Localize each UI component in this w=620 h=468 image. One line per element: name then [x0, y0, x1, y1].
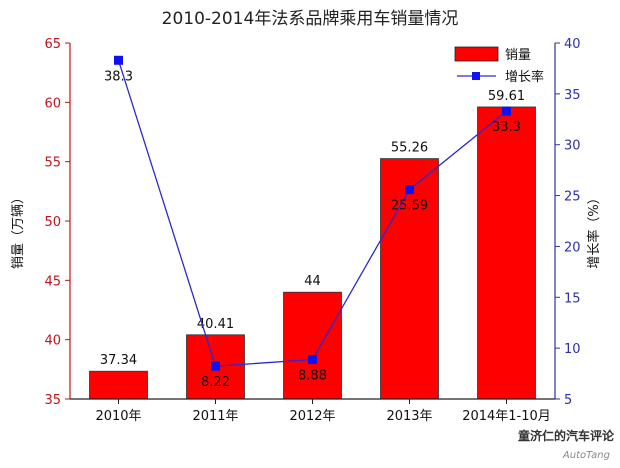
legend-bar-swatch: [454, 46, 499, 62]
bar-value-label: 59.61: [488, 89, 525, 104]
left-tick-label: 55: [44, 156, 61, 171]
bar-value-label: 40.41: [197, 317, 234, 332]
growth-value-label: 38.3: [104, 69, 133, 84]
bar: [89, 370, 148, 400]
axes-group: 35 40 45 50 55 60 65 5 10 15 20 25 30 35 40 2010年 2011年 2…: [44, 37, 580, 424]
legend-line-marker: [472, 72, 480, 80]
left-tick-label: 35: [44, 393, 61, 408]
left-tick-label: 45: [44, 274, 61, 289]
growth-value-label: 25.59: [391, 199, 428, 214]
growth-line-group: 38.3 8.22 8.88 25.59 33.3: [104, 55, 521, 390]
bar: [477, 106, 536, 400]
legend-growth-label: 增长率: [505, 69, 544, 85]
right-tick-label: 5: [564, 393, 572, 408]
right-tick-label: 25: [564, 190, 581, 205]
legend-sales-label: 销量: [505, 48, 531, 63]
watermark-title: 童济仁的汽车评论: [518, 428, 615, 443]
bar-value-label: 55.26: [391, 141, 428, 156]
x-tick-label: 2010年: [95, 409, 141, 424]
bar-value-label: 37.34: [100, 353, 137, 368]
left-tick-label: 40: [44, 334, 61, 349]
x-tick-label: 2011年: [192, 409, 238, 424]
growth-value-label: 8.22: [201, 375, 230, 390]
x-tick-label: 2013年: [386, 409, 432, 424]
growth-value-label: 8.88: [298, 369, 327, 384]
growth-value-label: 33.3: [492, 120, 521, 135]
right-axis-title: 增长率（%）: [586, 191, 602, 268]
bar-value-label: 44: [304, 274, 321, 289]
right-tick-label: 35: [564, 88, 581, 103]
growth-point: [308, 355, 317, 365]
bars-group: 37.34 40.41 44 55.26 59.61: [89, 89, 536, 400]
x-tick-label: 2012年: [289, 409, 335, 424]
left-tick-label: 50: [44, 215, 61, 230]
left-tick-label: 65: [44, 37, 61, 52]
legend: 销量 增长率: [454, 46, 544, 85]
x-tick-label: 2014年1-10月: [462, 409, 551, 424]
left-tick-label: 60: [44, 96, 61, 111]
growth-point: [405, 185, 414, 195]
right-tick-label: 30: [564, 139, 581, 154]
right-tick-label: 20: [564, 240, 581, 255]
bar: [380, 158, 439, 400]
watermark-subtitle: AutoTang: [562, 450, 610, 461]
left-axis-title: 销量（万辆）: [11, 191, 26, 269]
growth-point: [114, 55, 123, 65]
growth-point: [211, 361, 220, 371]
growth-point: [502, 106, 511, 116]
chart-title: 2010-2014年法系品牌乘用车销量情况: [162, 9, 459, 29]
right-tick-label: 10: [564, 342, 581, 357]
right-tick-label: 40: [564, 37, 581, 52]
right-tick-label: 15: [564, 291, 581, 306]
